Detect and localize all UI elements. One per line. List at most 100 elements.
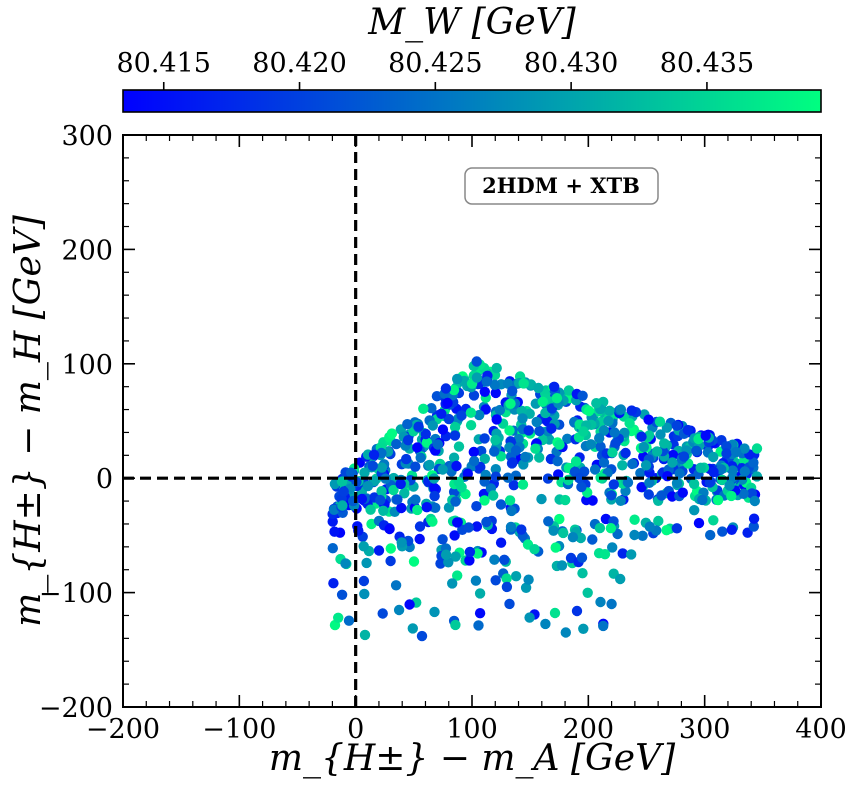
scatter-point xyxy=(594,433,605,444)
scatter-point xyxy=(636,482,647,493)
scatter-point xyxy=(556,560,568,571)
y-tick-label: 0 xyxy=(96,464,113,495)
scatter-point xyxy=(629,514,640,525)
scatter-point xyxy=(490,434,501,446)
scatter-point xyxy=(524,612,535,623)
scatter-point xyxy=(504,495,516,506)
scatter-point xyxy=(560,627,571,638)
scatter-point xyxy=(338,486,349,497)
scatter-point xyxy=(495,499,507,510)
scatter-point xyxy=(682,424,694,436)
scatter-point xyxy=(726,490,737,502)
scatter-point xyxy=(598,425,610,436)
scatter-point xyxy=(450,551,461,562)
scatter-point xyxy=(667,457,678,468)
scatter-point xyxy=(520,582,532,593)
scatter-point xyxy=(337,500,348,511)
x-tick-label: 0 xyxy=(347,714,364,745)
scatter-point xyxy=(751,471,763,482)
scatter-point xyxy=(386,428,398,439)
scatter-point xyxy=(359,467,370,478)
colorbar-tick-label: 80.430 xyxy=(524,48,618,79)
scatter-point xyxy=(626,405,637,416)
scatter-point xyxy=(576,552,588,563)
scatter-point xyxy=(615,573,626,585)
scatter-point xyxy=(549,607,561,619)
scatter-point xyxy=(693,517,705,529)
scatter-point xyxy=(507,385,518,397)
scatter-point xyxy=(507,457,518,468)
scatter-point xyxy=(558,527,569,539)
scatter-point xyxy=(451,460,462,472)
scatter-point xyxy=(440,549,452,560)
annotation-box xyxy=(464,167,659,205)
scatter-point xyxy=(471,501,482,512)
scatter-point xyxy=(671,523,683,534)
scatter-point xyxy=(661,422,673,433)
colorbar-tick-label: 80.425 xyxy=(388,48,482,79)
scatter-point xyxy=(424,459,435,471)
scatter-point xyxy=(385,555,396,567)
scatter-point xyxy=(578,426,589,437)
scatter-point xyxy=(688,478,700,490)
scatter-point xyxy=(700,430,711,441)
scatter-point xyxy=(356,493,368,505)
scatter-point xyxy=(574,472,585,484)
scatter-point xyxy=(626,549,637,560)
scatter-point xyxy=(517,413,528,424)
scatter-point xyxy=(504,425,515,436)
scatter-point xyxy=(635,467,646,479)
scatter-point xyxy=(640,460,652,471)
x-tick-label: 100 xyxy=(446,714,498,745)
scatter-point xyxy=(447,578,458,589)
scatter-point xyxy=(453,441,465,452)
scatter-point xyxy=(549,381,560,392)
scatter-point xyxy=(396,502,407,514)
scatter-point xyxy=(674,468,685,479)
scatter-point xyxy=(448,452,460,463)
scatter-point xyxy=(495,537,507,548)
y-tick-label: −100 xyxy=(39,579,113,610)
scatter-point xyxy=(651,446,663,457)
scatter-point xyxy=(361,557,372,569)
scatter-point xyxy=(537,396,548,407)
scatter-point xyxy=(582,587,593,598)
scatter-point xyxy=(462,468,473,479)
scatter-point xyxy=(560,494,571,506)
scatter-point xyxy=(577,568,588,579)
scatter-point xyxy=(440,383,452,394)
scatter-point xyxy=(340,558,351,569)
scatter-point xyxy=(345,467,357,478)
scatter-point xyxy=(343,615,355,626)
scatter-point xyxy=(479,386,490,397)
scatter-point xyxy=(468,446,479,458)
scatter-point xyxy=(697,494,708,506)
scatter-point xyxy=(749,495,760,507)
scatter-point xyxy=(656,490,667,501)
scatter-point xyxy=(479,453,490,464)
y-tick-label: −200 xyxy=(39,693,113,724)
scatter-point xyxy=(595,441,606,452)
scatter-point xyxy=(591,398,602,409)
scatter-point xyxy=(662,471,673,482)
scatter-point xyxy=(391,438,402,450)
scatter-point xyxy=(551,393,563,404)
scatter-point xyxy=(533,382,544,394)
scatter-point xyxy=(617,460,628,471)
x-axis-label: m_{H±} − m_A [GeV] xyxy=(269,738,676,779)
scatter-point xyxy=(448,384,460,396)
scatter-point xyxy=(452,373,463,385)
y-tick-label: 100 xyxy=(61,350,113,381)
scatter-point xyxy=(470,575,482,586)
scatter-point xyxy=(587,534,598,545)
scatter-point xyxy=(644,477,655,488)
scatter-point xyxy=(529,544,540,555)
scatter-point xyxy=(577,390,588,401)
scatter-point xyxy=(516,405,527,416)
scatter-point xyxy=(489,554,500,565)
scatter-point xyxy=(327,516,338,527)
scatter-point xyxy=(653,515,664,527)
scatter-point xyxy=(437,464,448,475)
scatter-point xyxy=(661,525,672,536)
scatter-point xyxy=(491,414,502,425)
